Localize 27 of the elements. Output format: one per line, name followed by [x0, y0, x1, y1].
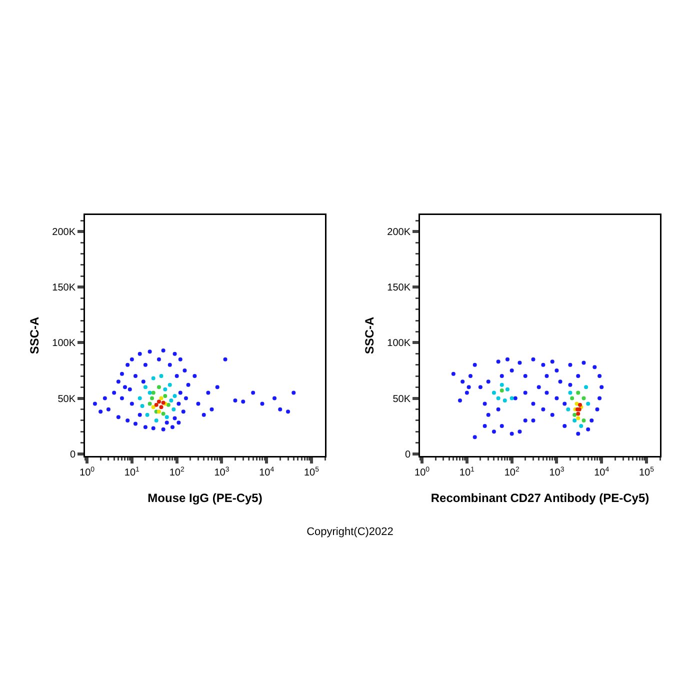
x-tick-label: 10$^{5}$	[638, 466, 654, 478]
y-tick-label: 50K	[58, 394, 76, 405]
text: Copyright(C)2022	[306, 526, 394, 538]
x-tick-label: 10$^{2}$	[169, 466, 184, 478]
x-tick-label: 10$^{4}$	[259, 466, 274, 478]
x-axis-title: Mouse IgG (PE-Cy5)	[148, 491, 262, 506]
y-tick-label: 150K	[387, 282, 411, 294]
x-tick-label: 10$^{3}$	[549, 466, 564, 478]
y-axis-title: SSC-A	[362, 316, 377, 354]
y-tick-label: 100K	[387, 338, 411, 350]
x-tick-label: 10$^{0}$	[414, 466, 430, 478]
y-tick-label: 150K	[52, 282, 76, 294]
x-axis-title: Recombinant CD27 Antibody (PE-Cy5)	[430, 491, 650, 506]
x-tick-label: 10$^{5}$	[304, 466, 320, 478]
x-tick-label: 10$^{4}$	[594, 466, 610, 478]
y-tick-label: 0	[70, 449, 76, 460]
y-tick-label: 200K	[387, 227, 411, 238]
y-tick-label: 50K	[392, 394, 411, 405]
y-axis-title: SSC-A	[28, 316, 42, 354]
x-tick-label: 10$^{2}$	[504, 466, 520, 478]
y-tick-label: 100K	[52, 338, 76, 350]
x-tick-label: 10$^{1}$	[124, 466, 140, 478]
x-tick-label: 10$^{1}$	[459, 466, 475, 478]
y-tick-label: 0	[404, 449, 411, 460]
x-tick-label: 10$^{3}$	[214, 466, 230, 478]
x-tick-label: 10$^{0}$	[80, 466, 95, 478]
y-tick-label: 200K	[52, 227, 76, 238]
